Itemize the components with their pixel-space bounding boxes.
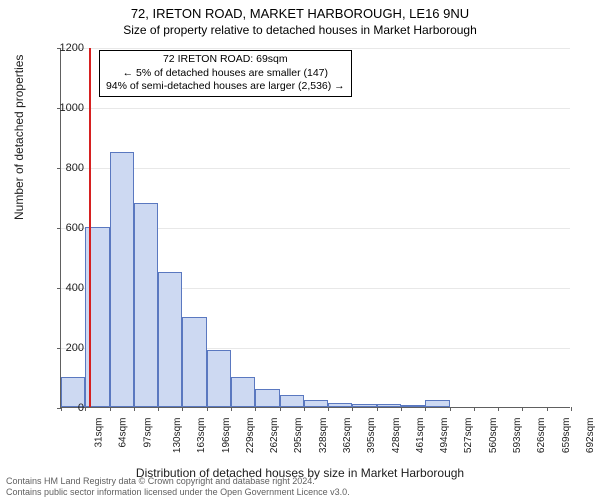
x-tick-label: 626sqm <box>536 418 547 454</box>
x-tick-label: 97sqm <box>142 418 153 448</box>
x-tick-label: 494sqm <box>439 418 450 454</box>
y-tick-label: 0 <box>48 402 84 414</box>
histogram-bar <box>110 152 134 407</box>
x-tick-label: 130sqm <box>172 418 183 454</box>
histogram-bar <box>231 377 255 407</box>
x-tick <box>571 407 572 411</box>
y-tick-label: 200 <box>48 342 84 354</box>
histogram-bar <box>352 404 376 407</box>
x-tick <box>450 407 451 411</box>
x-tick <box>304 407 305 411</box>
x-tick <box>134 407 135 411</box>
histogram-bar <box>401 405 425 407</box>
x-tick <box>255 407 256 411</box>
histogram-bar <box>304 400 328 408</box>
footer-line: Contains public sector information licen… <box>6 487 594 498</box>
x-tick <box>182 407 183 411</box>
histogram-bar <box>280 395 304 407</box>
x-tick <box>158 407 159 411</box>
histogram-bar <box>255 389 279 407</box>
x-tick <box>207 407 208 411</box>
x-tick <box>425 407 426 411</box>
info-box-line: ← 5% of detached houses are smaller (147… <box>106 67 345 81</box>
x-tick-label: 31sqm <box>94 418 105 448</box>
property-marker-line <box>89 48 91 407</box>
x-tick-label: 64sqm <box>118 418 129 448</box>
y-axis-title: Number of detached properties <box>12 55 26 220</box>
info-box-line: 94% of semi-detached houses are larger (… <box>106 80 345 94</box>
x-tick-label: 395sqm <box>366 418 377 454</box>
x-tick <box>474 407 475 411</box>
x-tick-label: 428sqm <box>391 418 402 454</box>
x-tick <box>522 407 523 411</box>
footer-attribution: Contains HM Land Registry data © Crown c… <box>6 476 594 499</box>
x-tick-label: 262sqm <box>269 418 280 454</box>
x-tick-label: 659sqm <box>561 418 572 454</box>
histogram-bar <box>134 203 158 407</box>
histogram-bar <box>158 272 182 407</box>
x-tick <box>352 407 353 411</box>
x-tick-label: 362sqm <box>342 418 353 454</box>
y-tick-label: 1000 <box>48 102 84 114</box>
x-tick <box>231 407 232 411</box>
x-tick-label: 328sqm <box>318 418 329 454</box>
x-tick-label: 229sqm <box>245 418 256 454</box>
y-tick-label: 1200 <box>48 42 84 54</box>
x-tick <box>280 407 281 411</box>
histogram-bar <box>207 350 231 407</box>
x-tick <box>328 407 329 411</box>
x-tick-label: 593sqm <box>512 418 523 454</box>
grid-line <box>61 48 570 49</box>
histogram-chart: 31sqm64sqm97sqm130sqm163sqm196sqm229sqm2… <box>60 48 570 408</box>
x-tick-label: 560sqm <box>488 418 499 454</box>
y-tick-label: 600 <box>48 222 84 234</box>
x-tick <box>498 407 499 411</box>
histogram-bar <box>328 403 352 408</box>
histogram-bar <box>182 317 206 407</box>
x-tick-label: 692sqm <box>585 418 596 454</box>
x-tick-label: 163sqm <box>196 418 207 454</box>
x-tick <box>377 407 378 411</box>
x-tick-label: 527sqm <box>464 418 475 454</box>
histogram-bar <box>425 400 449 408</box>
x-tick <box>110 407 111 411</box>
page-title: 72, IRETON ROAD, MARKET HARBOROUGH, LE16… <box>0 6 600 21</box>
y-tick-label: 800 <box>48 162 84 174</box>
page-subtitle: Size of property relative to detached ho… <box>0 23 600 37</box>
property-info-box: 72 IRETON ROAD: 69sqm← 5% of detached ho… <box>99 50 352 97</box>
footer-line: Contains HM Land Registry data © Crown c… <box>6 476 594 487</box>
histogram-bar <box>377 404 401 407</box>
x-tick-label: 295sqm <box>294 418 305 454</box>
grid-line <box>61 108 570 109</box>
x-tick-label: 461sqm <box>415 418 426 454</box>
x-tick <box>547 407 548 411</box>
x-tick-label: 196sqm <box>221 418 232 454</box>
plot-area: 31sqm64sqm97sqm130sqm163sqm196sqm229sqm2… <box>60 48 570 408</box>
info-box-line: 72 IRETON ROAD: 69sqm <box>106 53 345 67</box>
grid-line <box>61 168 570 169</box>
x-tick <box>401 407 402 411</box>
y-tick-label: 400 <box>48 282 84 294</box>
x-tick <box>85 407 86 411</box>
